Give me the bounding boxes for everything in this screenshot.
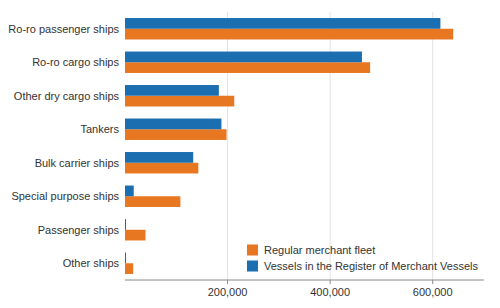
chart: Ro-ro passenger ships Ro-ro cargo ships Ot… — [0, 0, 500, 308]
category-label: Tankers — [80, 123, 119, 135]
x-axis-line — [125, 280, 484, 281]
bar — [125, 163, 198, 174]
category-label: Special purpose ships — [11, 190, 119, 202]
bar — [125, 219, 126, 230]
bar — [125, 230, 146, 241]
x-tick-label: 400,000 — [310, 286, 350, 298]
category-label: Ro-ro passenger ships — [8, 23, 119, 35]
legend-swatch — [247, 245, 258, 256]
legend: Regular merchant fleet Vessels in the Reg… — [247, 244, 478, 272]
category-label: Other ships — [63, 257, 120, 269]
bar — [125, 52, 362, 63]
bar — [125, 29, 453, 40]
x-tick — [227, 280, 228, 284]
category-label: Bulk carrier ships — [35, 157, 120, 169]
bar — [125, 186, 134, 197]
bar — [125, 196, 180, 207]
category-label: Ro-ro cargo ships — [32, 56, 119, 68]
y-axis-labels: Ro-ro passenger ships Ro-ro cargo ships Ot… — [8, 23, 119, 270]
bar — [125, 96, 234, 107]
legend-swatch — [247, 261, 258, 272]
x-tick — [432, 280, 433, 284]
x-tick-label: 200,000 — [208, 286, 248, 298]
legend-label: Vessels in the Register of Merchant Vess… — [264, 260, 478, 272]
bar — [125, 119, 221, 130]
category-label: Passenger ships — [38, 224, 120, 236]
bar — [125, 62, 370, 73]
bar — [125, 18, 440, 29]
legend-label: Regular merchant fleet — [264, 244, 375, 256]
x-tick — [330, 280, 331, 284]
x-axis: 200,000 400,000 600,000 — [125, 280, 484, 298]
bar — [125, 263, 133, 274]
bar — [125, 253, 126, 264]
bars — [125, 18, 453, 274]
category-label: Other dry cargo ships — [14, 90, 120, 102]
bar — [125, 152, 193, 163]
bar — [125, 129, 227, 140]
bar — [125, 85, 219, 96]
x-tick-label: 600,000 — [413, 286, 453, 298]
grid-line — [432, 12, 433, 280]
